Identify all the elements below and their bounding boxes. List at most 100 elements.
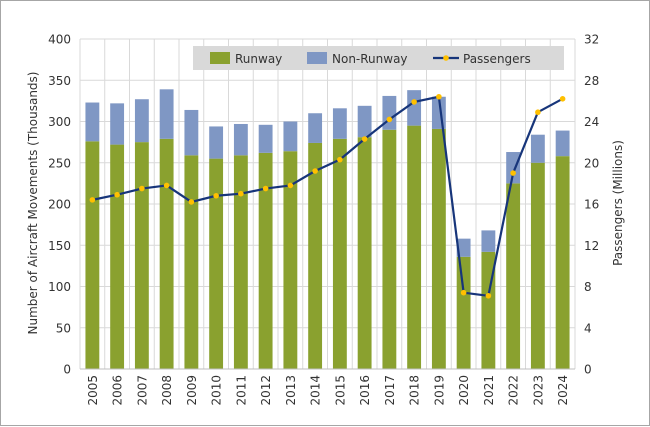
legend-swatch-runway xyxy=(210,52,230,64)
x-tick-label: 2017 xyxy=(383,375,397,406)
passenger-point xyxy=(337,156,343,163)
y-tick-label: 200 xyxy=(48,198,71,212)
bar-non-runway xyxy=(110,103,125,145)
grid xyxy=(79,38,576,369)
legend-label-passengers: Passengers xyxy=(463,52,531,66)
y2-tick-label: 32 xyxy=(584,33,599,47)
x-tick-label: 2011 xyxy=(234,375,248,406)
y2-tick-label: 20 xyxy=(584,156,599,170)
passenger-point xyxy=(460,289,467,296)
bar-runway xyxy=(258,152,273,369)
legend-background xyxy=(193,46,564,70)
axes: 0501001502002503003504000481216202428322… xyxy=(48,33,599,406)
y-tick-label: 350 xyxy=(48,74,71,88)
bar-runway xyxy=(209,158,224,369)
bar-runway xyxy=(283,151,298,369)
passenger-point xyxy=(139,185,145,192)
legend-label-runway: Runway xyxy=(235,52,282,66)
passenger-point xyxy=(114,191,120,198)
passenger-point xyxy=(510,170,516,176)
x-tick-label: 2006 xyxy=(111,375,125,406)
bar-runway xyxy=(506,183,521,369)
bar-runway xyxy=(159,138,174,369)
x-tick-label: 2016 xyxy=(358,375,372,406)
bar-non-runway xyxy=(184,109,199,156)
bar-non-runway xyxy=(530,134,545,163)
x-tick-label: 2013 xyxy=(284,375,298,406)
bars xyxy=(85,89,570,369)
passenger-point xyxy=(485,292,492,299)
y-axis-title: Number of Aircraft Movements (Thousands) xyxy=(26,72,40,335)
x-tick-label: 2012 xyxy=(259,375,273,406)
y-tick-label: 300 xyxy=(48,115,71,129)
y2-tick-label: 0 xyxy=(584,363,592,377)
x-tick-label: 2020 xyxy=(457,375,471,406)
passenger-point xyxy=(163,182,170,189)
bar-non-runway xyxy=(481,230,496,252)
bar-non-runway xyxy=(233,123,248,156)
bar-runway xyxy=(530,162,545,369)
bar-runway xyxy=(456,256,471,369)
passenger-point xyxy=(188,199,195,205)
x-tick-label: 2022 xyxy=(507,375,521,406)
bar-non-runway xyxy=(134,99,149,143)
x-tick-label: 2007 xyxy=(135,375,149,406)
bar-non-runway xyxy=(357,105,372,138)
bar-non-runway xyxy=(159,89,174,139)
bar-runway xyxy=(555,156,570,369)
y-tick-label: 400 xyxy=(48,33,71,47)
x-tick-label: 2008 xyxy=(160,375,174,406)
bar-non-runway xyxy=(407,90,422,126)
passenger-point xyxy=(89,197,96,203)
bar-runway xyxy=(332,138,347,369)
passenger-point xyxy=(436,93,442,100)
y2-tick-label: 28 xyxy=(584,74,599,88)
passenger-point xyxy=(238,190,244,197)
bar-non-runway xyxy=(308,113,323,143)
x-tick-label: 2005 xyxy=(86,375,100,406)
x-tick-label: 2023 xyxy=(531,375,545,406)
x-tick-label: 2014 xyxy=(309,375,323,406)
x-tick-label: 2024 xyxy=(556,375,570,406)
bar-runway xyxy=(431,128,446,369)
x-tick-label: 2009 xyxy=(185,375,199,406)
bar-non-runway xyxy=(506,152,521,184)
y-tick-label: 150 xyxy=(48,239,71,253)
y2-tick-label: 4 xyxy=(584,321,592,335)
passenger-point xyxy=(262,185,269,192)
y2-tick-label: 12 xyxy=(584,239,599,253)
bar-runway xyxy=(110,144,125,369)
legend-marker-passengers xyxy=(443,55,449,61)
y-tick-label: 250 xyxy=(48,156,71,170)
bar-non-runway xyxy=(258,124,273,153)
bar-non-runway xyxy=(209,126,224,159)
passenger-point xyxy=(535,109,541,116)
bar-non-runway xyxy=(283,121,298,152)
passenger-point xyxy=(287,182,294,189)
x-tick-label: 2021 xyxy=(482,375,496,406)
y2-axis-title: Passengers (Millions) xyxy=(611,140,625,266)
passenger-point xyxy=(312,168,318,174)
y2-tick-label: 16 xyxy=(584,198,599,212)
bar-runway xyxy=(382,129,397,369)
bar-non-runway xyxy=(85,102,100,142)
y2-tick-label: 8 xyxy=(584,280,592,294)
passenger-point xyxy=(361,136,368,142)
y2-tick-label: 24 xyxy=(584,115,599,129)
bar-non-runway xyxy=(332,108,347,139)
bar-runway xyxy=(184,155,199,369)
bar-runway xyxy=(85,141,100,369)
legend-swatch-non-runway xyxy=(307,52,327,64)
passenger-point xyxy=(559,96,566,102)
passenger-point xyxy=(386,116,393,123)
passenger-point xyxy=(213,192,219,199)
bar-runway xyxy=(357,137,372,369)
legend-label-non-runway: Non-Runway xyxy=(332,52,408,66)
y-tick-label: 0 xyxy=(63,363,71,377)
bar-runway xyxy=(233,155,248,369)
bar-non-runway xyxy=(555,130,570,157)
bar-non-runway xyxy=(456,238,471,257)
y-tick-label: 100 xyxy=(48,280,71,294)
bar-runway xyxy=(407,125,422,369)
